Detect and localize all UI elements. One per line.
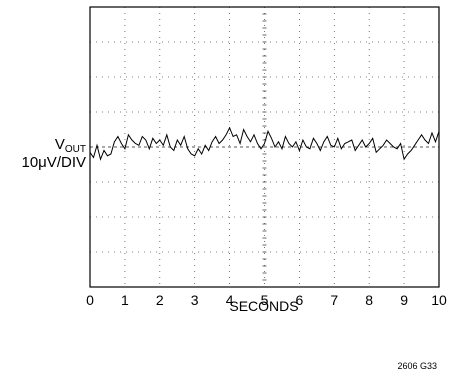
x-tick-label: 4 [226, 292, 234, 308]
x-tick-label: 8 [365, 292, 373, 308]
x-tick-label: 9 [400, 292, 408, 308]
x-axis-title: SECONDS [229, 298, 298, 314]
x-tick-label: 7 [330, 292, 338, 308]
x-tick-label: 1 [121, 292, 129, 308]
y-axis-label-scale: 10μV/DIV [21, 154, 86, 171]
x-tick-label: 3 [191, 292, 199, 308]
x-tick-label: 0 [86, 292, 94, 308]
x-tick-labels: 0 1 2 3 4 5 6 7 8 9 10 [86, 292, 447, 308]
y-axis-label-subscript: OUT [65, 144, 86, 155]
figure-id: 2606 G33 [397, 361, 437, 371]
plot-frame [89, 6, 440, 288]
y-axis-label-signal: VOUT [55, 136, 86, 155]
x-tick-label: 6 [296, 292, 304, 308]
x-tick-label: 2 [156, 292, 164, 308]
y-axis-label-v: V [55, 136, 65, 153]
noise-trace-line [89, 126, 440, 161]
x-tick-label: 10 [431, 292, 447, 308]
x-tick-label: 5 [261, 292, 269, 308]
